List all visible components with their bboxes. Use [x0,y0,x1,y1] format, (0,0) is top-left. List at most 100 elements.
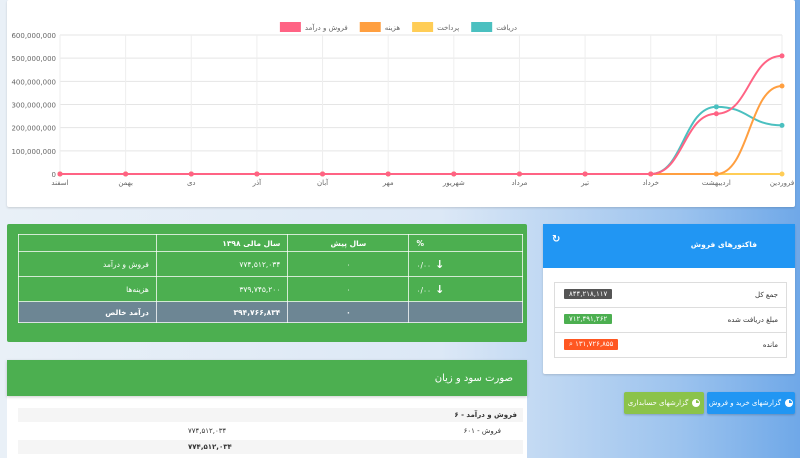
x-tick-label: مرداد [512,179,528,187]
x-tick-label: تیر [580,179,589,187]
search-icon: ⌕ [569,340,576,348]
remaining-badge[interactable]: ⌕ ۱۳۱,۷۲۶,۸۵۵ [564,339,619,350]
data-point [779,171,785,177]
profit-loss-header: صورت سود و زیان [7,360,527,396]
legend-label: پرداخت [437,24,459,32]
x-tick-label: بهمن [118,179,133,187]
data-point [188,171,194,177]
profit-loss-panel: صورت سود و زیان ۶ - فروش و درآمد ۶۰۱ - ف… [7,360,527,458]
sales-invoices-panel: فاکتورهای فروش ↻ جمع کل ۸۴۴,۲۱۸,۱۱۷ مبلغ… [543,224,795,374]
legend-swatch [359,22,381,32]
data-point [123,171,129,177]
remaining-value: ۱۳۱,۷۲۶,۸۵۵ [575,340,614,348]
legend-label: دریافت [496,24,517,32]
legend-label: فروش و درآمد [305,23,348,32]
row-label: هزینه‌ها [18,276,157,302]
data-point [320,171,326,177]
list-item: مبلغ دریافت شده ۷۱۲,۴۹۱,۲۶۲ [555,308,786,333]
section-label: ۶ - فروش و درآمد [454,411,517,419]
total-label: جمع کل [755,291,778,299]
item-value: ۷۷۴,۵۱۲,۰۳۴ [188,427,227,435]
net-income-row: درآمد خالص ۳۹۴,۷۶۶,۸۳۴ ۰ [18,301,523,323]
pie-chart-icon [692,399,701,407]
data-point [516,171,522,177]
summary-table: سال مالی ۱۳۹۸ سال پیش % فروش و درآمد ۷۷۴… [18,234,523,323]
y-tick-label: 100,000,000 [11,148,56,156]
legend-swatch [279,22,301,32]
chart-panel: 0 100,000,000 200,000,000 300,000,000 400,00… [7,0,795,207]
header-percent: % [408,234,523,252]
x-tick-label: آذر [252,178,262,187]
list-item: مانده ⌕ ۱۳۱,۷۲۶,۸۵۵ [555,333,786,357]
data-point [648,171,654,177]
invoice-summary-list: جمع کل ۸۴۴,۲۱۸,۱۱۷ مبلغ دریافت شده ۷۱۲,۴… [554,282,787,358]
row-prev-value: ۰ [287,276,410,302]
data-point [582,171,588,177]
net-percent [408,301,523,323]
row-year-value: ۳۷۹,۷۴۵,۲۰۰ [155,276,289,302]
down-arrow-icon: ↓ [435,282,445,296]
list-item: ۶ - فروش و درآمد [18,408,523,422]
table-header-row: سال مالی ۱۳۹۸ سال پیش % [18,234,523,252]
y-tick-label: 300,000,000 [11,102,56,110]
received-badge: ۷۱۲,۴۹۱,۲۶۲ [564,314,613,324]
y-tick-label: 400,000,000 [11,78,56,86]
list-item: جمع کل ۸۴۴,۲۱۸,۱۱۷ [555,283,786,308]
y-tick-label: 600,000,000 [11,32,56,40]
legend-swatch [471,22,493,32]
item-label: ۶۰۱ - فروش [463,427,501,435]
received-label: مبلغ دریافت شده [727,316,778,324]
header-label [18,234,157,252]
refresh-icon[interactable]: ↻ [552,234,561,245]
remaining-label: مانده [762,341,778,349]
table-row: فروش و درآمد ۷۷۴,۵۱۲,۰۳۴ ۰ ۰/۰۰ ↓ [18,251,523,277]
net-prev-value: ۰ [287,301,410,323]
legend-swatch [412,22,434,32]
table-row: هزینه‌ها ۳۷۹,۷۴۵,۲۰۰ ۰ ۰/۰۰ ↓ [18,276,523,302]
list-item: ۶۰۱ - فروش ۷۷۴,۵۱۲,۰۳۴ [18,424,523,438]
legend-label: هزینه [385,24,401,32]
income-expense-line-chart: 0 100,000,000 200,000,000 300,000,000 400,00… [11,22,794,187]
list-item: ۷۷۴,۵۱۲,۰۳۴ [18,440,523,454]
data-point [713,111,719,117]
x-tick-label: خرداد [643,179,659,187]
row-label: فروش و درآمد [18,251,157,277]
data-point [254,171,260,177]
total-badge: ۸۴۴,۲۱۸,۱۱۷ [564,289,613,299]
data-point [451,171,457,177]
series-line [60,105,783,176]
header-fiscal-year: سال مالی ۱۳۹۸ [155,234,289,252]
sales-reports-label: گزارشهای خرید و فروش [708,399,782,407]
x-tick-label: اردیبهشت [702,179,731,187]
data-point [713,104,719,110]
summary-panel: سال مالی ۱۳۹۸ سال پیش % فروش و درآمد ۷۷۴… [7,224,527,342]
data-point [713,171,719,177]
data-point [779,83,785,89]
y-tick-label: 0 [52,171,56,179]
x-tick-label: اسفند [51,179,68,187]
sales-reports-button[interactable]: گزارشهای خرید و فروش [707,392,795,414]
x-tick-label: فروردین [770,179,794,187]
net-year-value: ۳۹۴,۷۶۶,۸۳۴ [155,301,289,323]
accounting-reports-label: گزارشهای حسابداری [627,399,689,407]
row-percent: ۰/۰۰ ↓ [408,276,523,302]
invoices-title: فاکتورهای فروش [690,240,757,249]
row-year-value: ۷۷۴,۵۱۲,۰۳۴ [155,251,289,277]
x-tick-label: شهریور [442,179,465,187]
x-tick-label: دی [187,179,196,187]
row-percent: ۰/۰۰ ↓ [408,251,523,277]
data-point [779,122,785,128]
header-previous-year: سال پیش [287,234,410,252]
percent-value: ۰/۰۰ [416,260,432,270]
accounting-reports-button[interactable]: گزارشهای حسابداری [624,392,704,414]
data-point [57,171,63,177]
x-tick-label: مهر [382,179,394,187]
series-line [60,54,783,176]
invoices-header: فاکتورهای فروش ↻ [543,224,795,268]
net-label: درآمد خالص [18,301,157,323]
row-prev-value: ۰ [287,251,410,277]
y-tick-label: 200,000,000 [11,125,56,133]
x-tick-label: آبان [317,178,329,187]
down-arrow-icon: ↓ [435,257,445,271]
y-tick-label: 500,000,000 [11,55,56,63]
